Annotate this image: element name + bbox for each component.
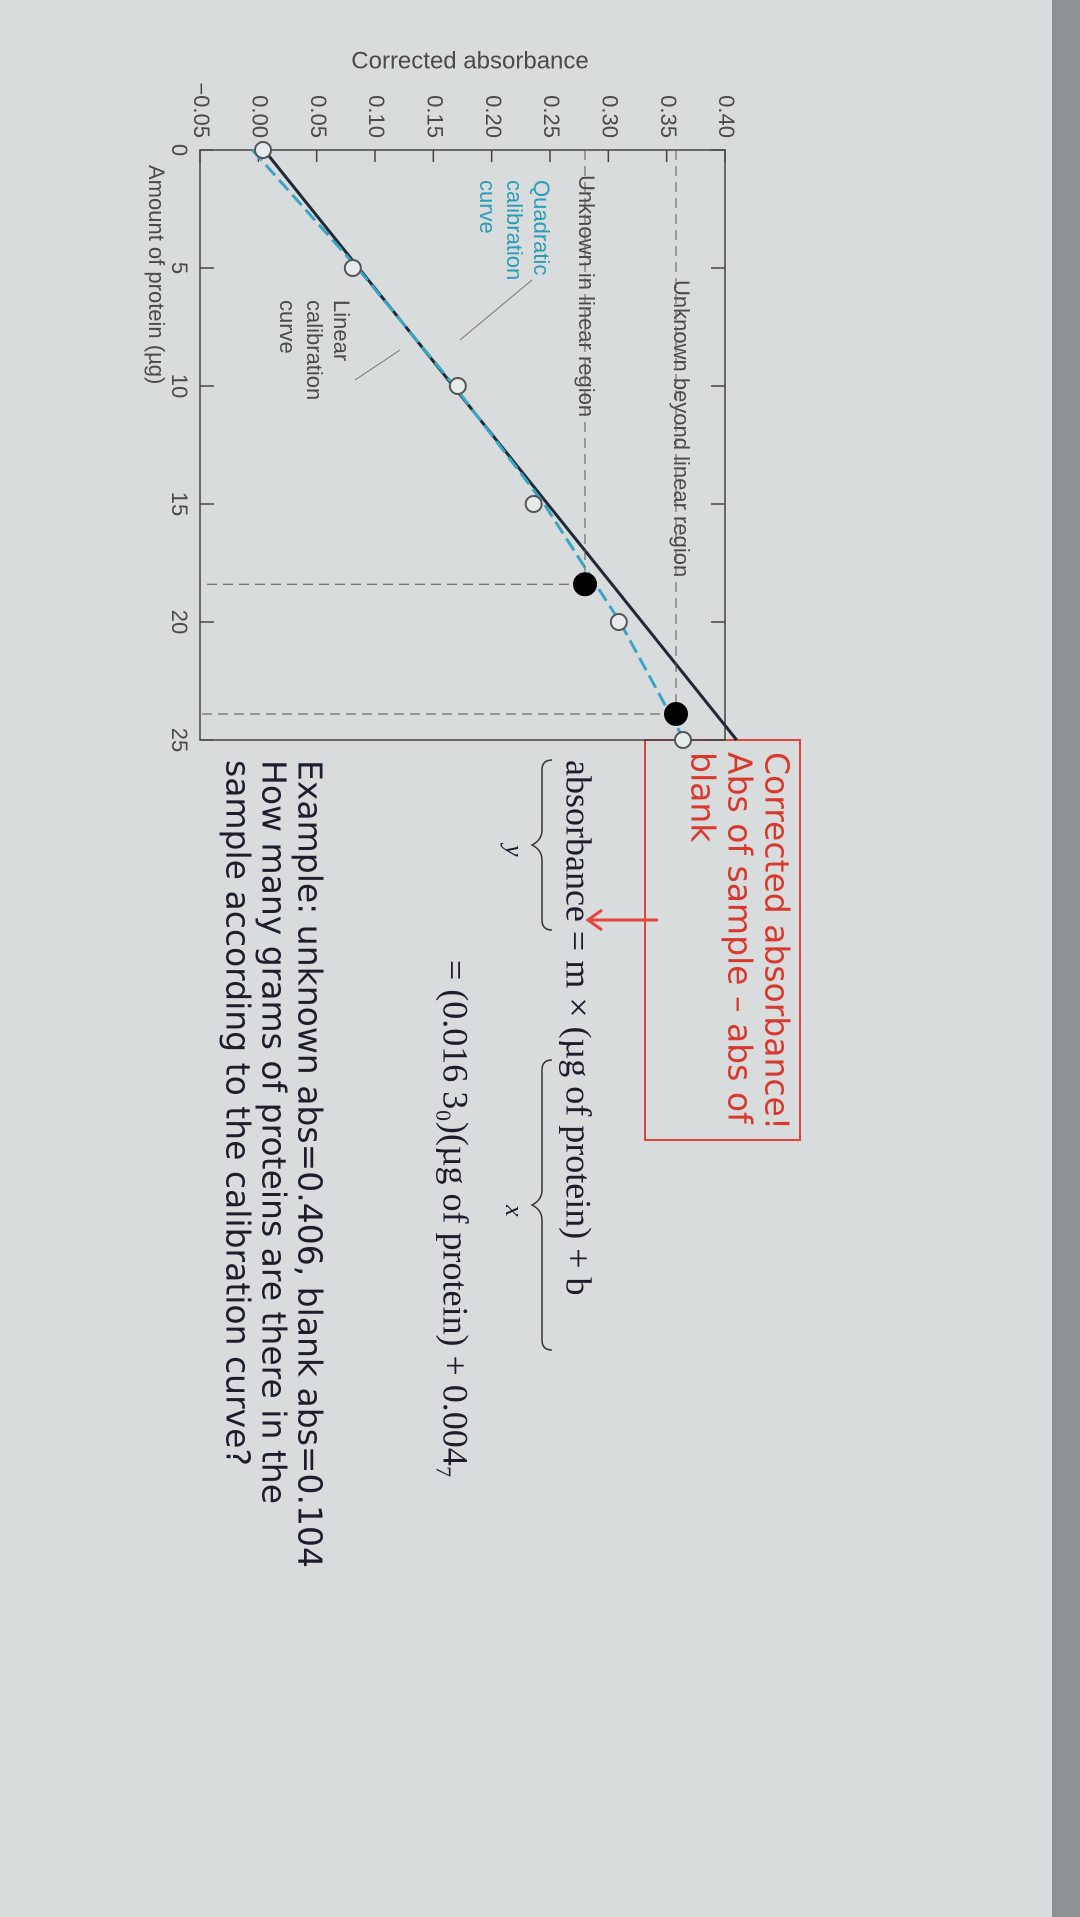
x-tick-label: 15 [167, 492, 192, 516]
x-tick-label: 20 [167, 610, 192, 634]
y-tick-label: −0.05 [189, 82, 214, 138]
calibration-point [448, 377, 467, 395]
y-tick-label: 0.35 [656, 95, 681, 138]
y-tick-label: 0.15 [423, 95, 448, 138]
annotation: Unknown beyond linear region [669, 280, 694, 577]
x-axis-title: Amount of protein (µg) [144, 165, 169, 384]
example-line: Example: unknown abs=0.406, blank abs=0.… [291, 760, 330, 1568]
y-tick-label: 0.25 [539, 95, 564, 138]
leader [354, 349, 401, 381]
example-line: How many grams of proteins are there in … [255, 760, 294, 1504]
rotated-content: Corrected absorbance! Abs of sample – ab… [144, 47, 801, 1568]
equation-var: x [500, 1204, 529, 1217]
note-line: blank [684, 752, 723, 843]
annotation: curve [275, 300, 300, 354]
screen-edge [1052, 0, 1080, 1917]
x-tick-label: 0 [167, 144, 192, 156]
annotation: Quadratic [529, 180, 554, 275]
equation: absorbance = m × (µg of protein) + b [559, 760, 599, 1296]
y-tick-label: 0.20 [481, 95, 506, 138]
annotation: curve [475, 180, 500, 234]
calibration-point [609, 613, 628, 631]
underbrace [530, 759, 553, 931]
y-tick-label: 0.40 [714, 95, 739, 138]
example-line: sample according to the calibration curv… [219, 760, 258, 1466]
y-tick-label: 0.05 [306, 95, 331, 138]
annotation: Unknown in linear region [574, 175, 599, 417]
fit-line [251, 149, 686, 741]
calibration-point [524, 495, 543, 513]
note-arrow-head [585, 908, 603, 932]
plot-frame [199, 149, 726, 741]
calibration-point [674, 731, 692, 749]
y-tick-label: 0.30 [598, 95, 623, 138]
underbrace [530, 1059, 553, 1351]
equation: = (0.016 3₀)(µg of protein) + 0.004₇ [436, 960, 476, 1478]
unknown-point [664, 702, 688, 727]
note-line: Corrected absorbance! [758, 752, 797, 1130]
y-tick-label: 0.00 [248, 95, 273, 138]
equation-var: y [500, 842, 529, 857]
x-tick-label: 5 [167, 262, 192, 274]
annotation: Linear [329, 300, 354, 361]
calibration-point [343, 259, 362, 277]
x-tick-label: 25 [167, 728, 192, 752]
leader [459, 279, 533, 341]
annotation: calibration [502, 180, 527, 280]
y-axis-title: Corrected absorbance [351, 47, 588, 74]
x-tick-label: 10 [167, 374, 192, 398]
note-line: Abs of sample – abs of [721, 752, 760, 1125]
y-tick-label: 0.10 [364, 95, 389, 138]
calibration-point [254, 141, 272, 159]
annotation: calibration [302, 300, 327, 400]
unknown-point [573, 572, 597, 597]
